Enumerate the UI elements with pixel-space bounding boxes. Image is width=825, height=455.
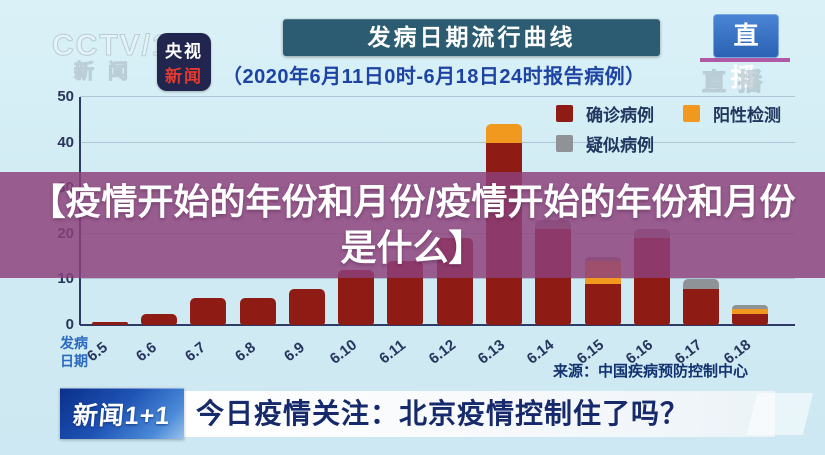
cctv-news-logo: 央视 新闻 — [157, 33, 211, 91]
caption-overlay-band: 【疫情开始的年份和月份/疫情开始的年份和月份 是什么】 — [0, 172, 825, 278]
x-tick-label-6.9: 6.9 — [280, 338, 308, 366]
bar-segment-6.18-疑似病例 — [732, 304, 769, 310]
y-tick-label-0: 0 — [65, 316, 74, 333]
bar-segment-6.13-阳性检测 — [485, 124, 522, 143]
chart-title: 发病日期流行曲线 — [283, 19, 660, 56]
headline-banner-fade — [746, 393, 814, 435]
bar-segment-6.18-阳性检测 — [732, 309, 769, 314]
bar-segment-6.5-确诊病例 — [91, 321, 128, 325]
data-source-text: 来源：中国疾病预防控制中心 — [553, 363, 749, 380]
legend-label-suspected: 疑似病例 — [586, 136, 654, 155]
legend-label-positive: 阳性检测 — [713, 106, 781, 125]
bar-segment-6.7-确诊病例 — [190, 297, 227, 325]
cctv-news-logo-line1: 央视 — [165, 42, 203, 61]
x-tick-label-6.6: 6.6 — [132, 338, 160, 366]
gridline-50 — [80, 96, 795, 97]
legend-item-positive: 阳性检测 — [683, 101, 810, 126]
legend-item-confirmed: 确诊病例 — [556, 101, 683, 126]
bar-segment-6.6-确诊病例 — [140, 313, 177, 325]
live-ghost-watermark: 直播 — [702, 69, 774, 97]
news-1plus1-logo: 新闻1+1 — [60, 388, 184, 439]
x-tick-label-6.8: 6.8 — [231, 338, 259, 366]
bar-segment-6.10-确诊病例 — [338, 270, 375, 325]
bar-segment-6.17-确诊病例 — [683, 288, 720, 325]
x-tick-label-6.12: 6.12 — [425, 336, 459, 368]
gridline-0 — [80, 324, 795, 326]
live-badge-underline — [700, 58, 790, 62]
legend-row-2: 疑似病例 — [556, 131, 810, 156]
caption-overlay-line2: 是什么】 — [340, 227, 485, 268]
bar-segment-6.18-确诊病例 — [732, 313, 769, 325]
x-tick-label-6.10: 6.10 — [326, 336, 361, 368]
caption-overlay-line1: 【疫情开始的年份和月份/疫情开始的年份和月份 — [29, 181, 796, 222]
bar-segment-6.17-疑似病例 — [683, 279, 720, 289]
legend-swatch-suspected — [556, 135, 573, 152]
y-tick-label-40: 40 — [57, 133, 74, 151]
cctv-news-logo-line2: 新闻 — [165, 67, 203, 86]
x-axis-label-line2: 日期 — [60, 353, 88, 370]
legend-swatch-confirmed — [556, 105, 573, 122]
chart-subtitle: （2020年6月11日0时-6月18日24时报告病例） — [222, 66, 646, 88]
headline-banner: 今日疫情关注：北京疫情控制住了吗？ — [183, 391, 775, 437]
legend-item-suspected: 疑似病例 — [556, 131, 683, 156]
bar-segment-6.9-确诊病例 — [288, 288, 325, 325]
x-axis-label-line1: 发病 — [60, 335, 88, 351]
legend-row-1: 确诊病例 阳性检测 — [556, 101, 810, 126]
legend-label-confirmed: 确诊病例 — [586, 106, 654, 125]
x-tick-label-6.11: 6.11 — [376, 336, 410, 368]
news-1plus1-logo-text: 新闻1+1 — [71, 401, 172, 430]
legend-swatch-positive — [683, 105, 700, 122]
bar-segment-6.15-确诊病例 — [584, 283, 621, 325]
bar-segment-6.8-确诊病例 — [239, 297, 276, 325]
cctv-watermark-subtext: 新闻 — [73, 60, 142, 83]
chart-legend: 确诊病例 阳性检测 疑似病例 — [556, 101, 810, 161]
gridline-40 — [80, 141, 795, 143]
x-axis-label: 发病 日期 — [60, 334, 88, 370]
x-tick-label-6.13: 6.13 — [474, 336, 509, 368]
y-tick-label-50: 50 — [57, 88, 74, 105]
x-tick-label-6.7: 6.7 — [182, 338, 210, 366]
live-badge: 直播 — [713, 14, 779, 92]
